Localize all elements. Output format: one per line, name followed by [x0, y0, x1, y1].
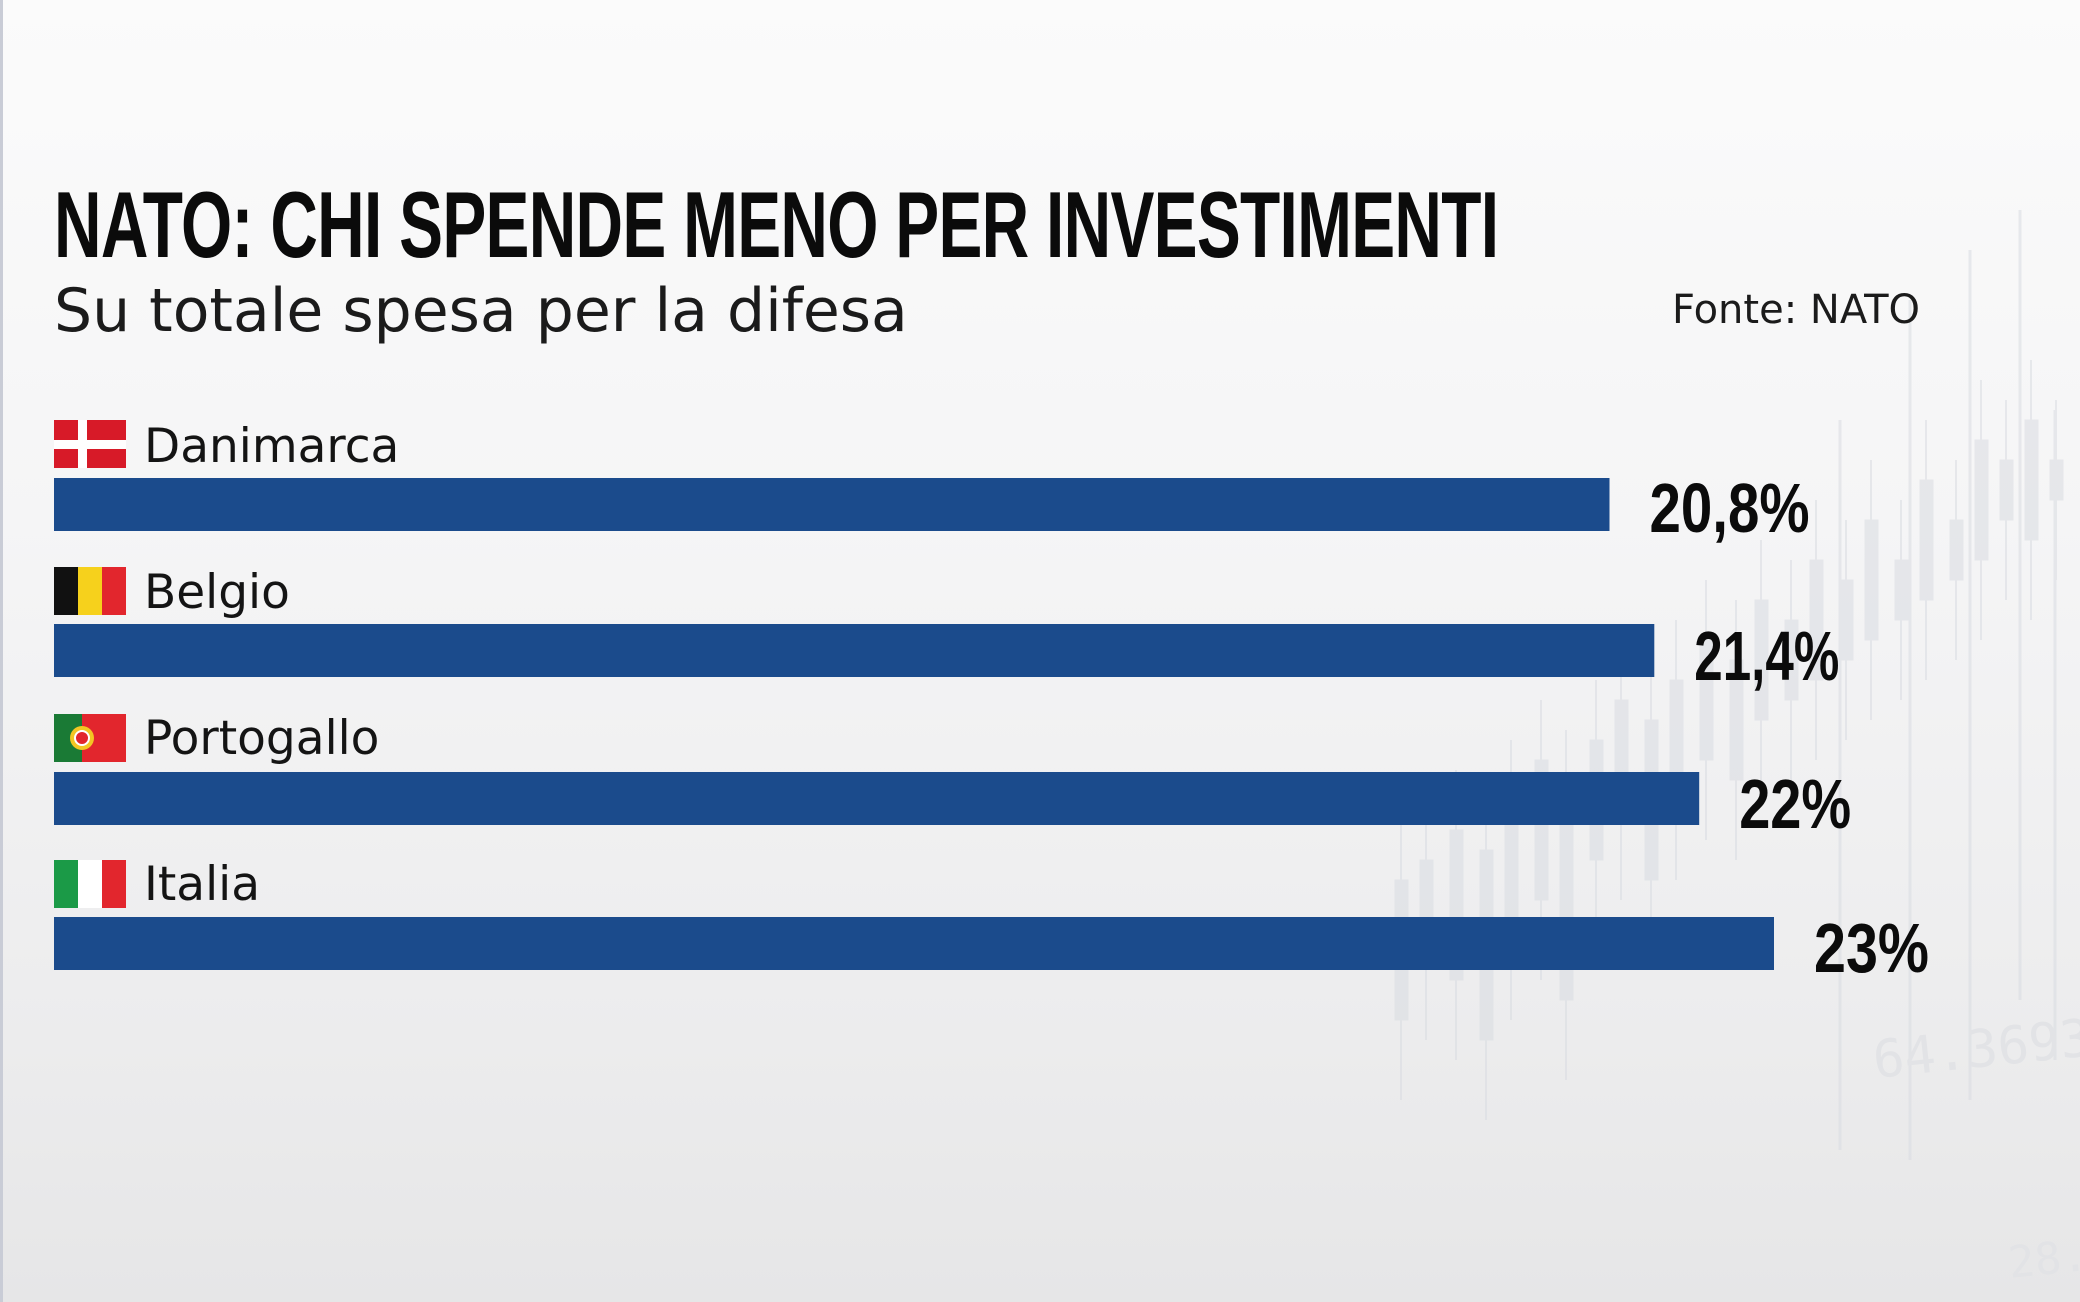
bar-danimarca — [54, 478, 1610, 531]
background-number-2: 28.5 — [2006, 1227, 2080, 1289]
value-label: 20,8% — [1650, 469, 1810, 547]
row-danimarca: Danimarca 20,8% — [54, 419, 1810, 547]
chart-source: Fonte: NATO — [1672, 287, 1920, 333]
value-label: 21,4% — [1694, 617, 1839, 695]
row-portogallo: Portogallo 22% — [54, 711, 1851, 843]
portugal-flag — [54, 714, 126, 762]
bar-portogallo — [54, 772, 1700, 825]
value-label: 22% — [1739, 765, 1851, 843]
row-belgio: Belgio 21,4% — [54, 565, 1839, 695]
chart-subtitle: Su totale spesa per la difesa — [54, 276, 908, 346]
left-edge-line — [0, 0, 3, 1302]
italy-flag — [54, 860, 126, 908]
belgium-flag — [54, 567, 126, 615]
row-italia: Italia 23% — [54, 857, 1929, 987]
category-label: Danimarca — [144, 419, 399, 474]
denmark-flag — [54, 420, 126, 468]
value-label: 23% — [1814, 909, 1929, 987]
bar-belgio — [54, 624, 1655, 677]
category-label: Portogallo — [144, 711, 379, 766]
category-label: Belgio — [144, 565, 290, 620]
category-label: Italia — [144, 857, 260, 912]
chart-title: NATO: CHI SPENDE MENO PER INVESTIMENTI — [54, 172, 1499, 277]
bar-italia — [54, 917, 1774, 970]
